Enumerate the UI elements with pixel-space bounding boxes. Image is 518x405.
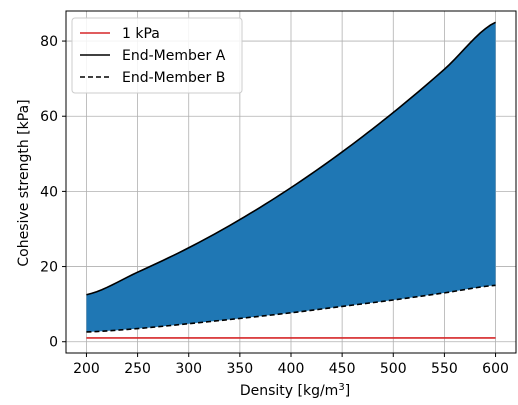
x-tick-label: 450 xyxy=(329,361,356,377)
legend-box xyxy=(71,17,243,94)
x-tick-label: 200 xyxy=(73,361,100,377)
legend-label: End-Member B xyxy=(122,70,225,86)
x-axis-label: Density [kg/m3] xyxy=(240,382,350,400)
x-tick-label: 300 xyxy=(175,361,202,377)
legend-label: 1 kPa xyxy=(122,26,160,42)
y-tick-label: 20 xyxy=(40,260,58,276)
legend-label: End-Member A xyxy=(122,48,226,64)
x-tick-label: 350 xyxy=(226,361,253,377)
y-axis-ticks: 0 20 40 60 80 xyxy=(40,34,66,351)
fill-between-area xyxy=(86,22,496,332)
y-tick-label: 60 xyxy=(40,109,58,125)
x-tick-label: 500 xyxy=(380,361,407,377)
y-tick-label: 80 xyxy=(40,34,58,50)
x-axis-ticks: 200 250 300 350 400 450 500 550 600 xyxy=(73,353,509,377)
series-line-end-member-b xyxy=(86,284,496,333)
x-tick-label: 550 xyxy=(431,361,458,377)
x-tick-label: 400 xyxy=(278,361,305,377)
series-lines xyxy=(86,21,496,339)
series-line-end-member-a xyxy=(86,21,496,296)
x-tick-label: 250 xyxy=(124,361,151,377)
x-tick-label: 600 xyxy=(482,361,509,377)
legend: 1 kPa End-Member A End-Member B xyxy=(71,17,243,94)
y-tick-label: 40 xyxy=(40,184,58,200)
y-tick-label: 0 xyxy=(49,335,58,351)
y-axis-label: Cohesive strength [kPa] xyxy=(16,99,32,266)
